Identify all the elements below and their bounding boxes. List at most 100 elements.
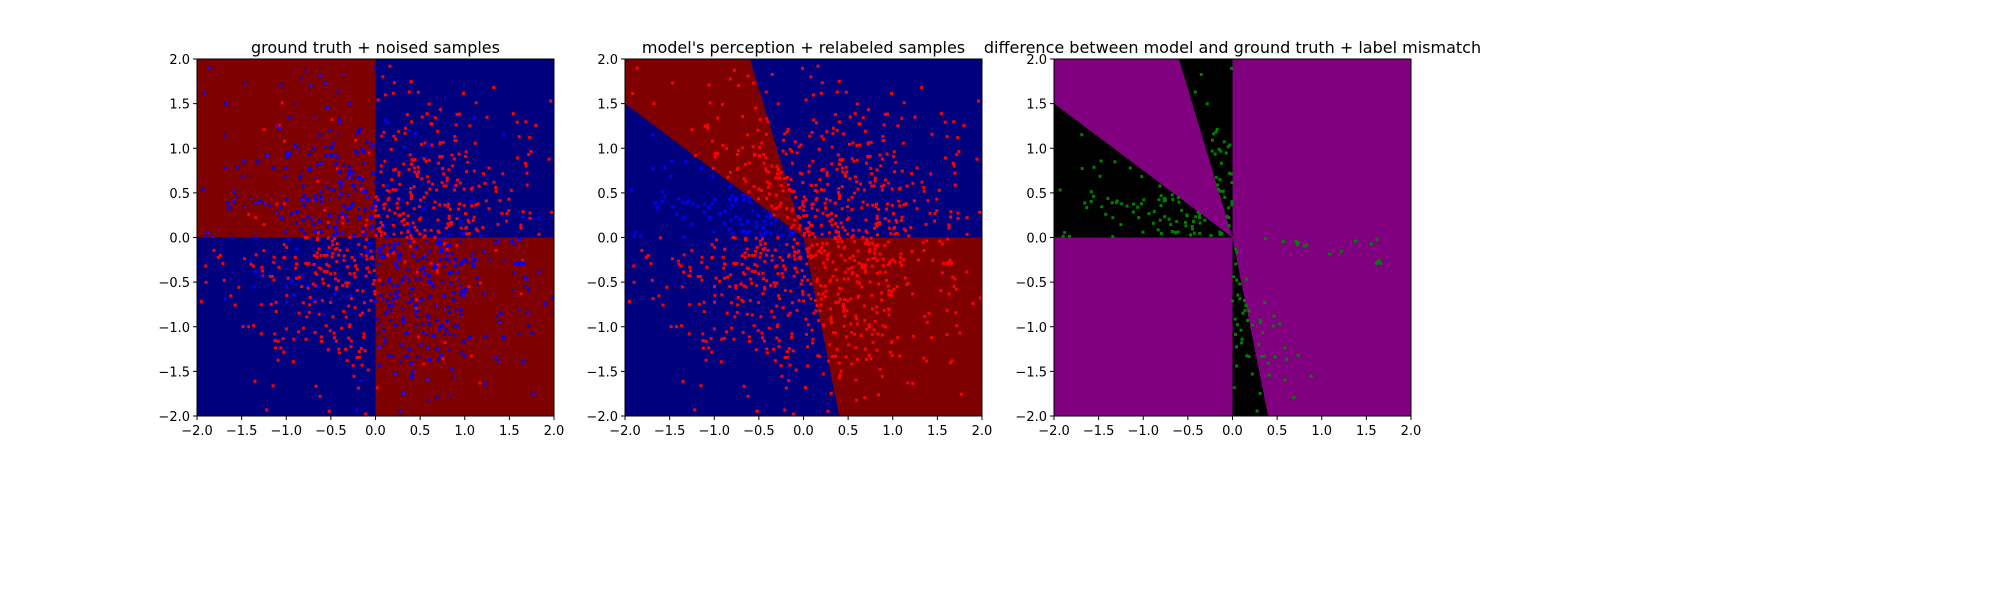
- sample-point: [830, 162, 834, 166]
- decision-region: [1232, 237, 1269, 416]
- sample-point: [1163, 215, 1167, 219]
- sample-point: [494, 185, 498, 189]
- sample-point: [947, 292, 951, 296]
- sample-point: [965, 216, 969, 220]
- sample-point: [313, 193, 317, 197]
- sample-point: [807, 246, 811, 250]
- sample-point: [260, 265, 264, 269]
- sample-point: [872, 328, 876, 332]
- sample-point: [953, 183, 957, 187]
- sample-point: [471, 252, 475, 256]
- sample-point: [700, 278, 704, 282]
- sample-point: [280, 101, 284, 105]
- sample-point: [839, 369, 843, 373]
- sample-point: [419, 142, 423, 146]
- sample-point: [741, 330, 745, 334]
- sample-point: [381, 297, 385, 301]
- sample-point: [696, 275, 700, 279]
- sample-point: [510, 239, 514, 243]
- sample-point: [447, 168, 451, 172]
- sample-point: [502, 132, 506, 136]
- sample-point: [893, 260, 897, 264]
- sample-point: [455, 243, 459, 247]
- sample-point: [752, 81, 756, 85]
- sample-point: [452, 298, 456, 302]
- sample-point: [743, 255, 747, 259]
- sample-point: [378, 278, 382, 282]
- sample-point: [758, 239, 762, 243]
- sample-point: [723, 210, 727, 214]
- sample-point: [922, 189, 926, 193]
- sample-point: [824, 289, 828, 293]
- sample-point: [743, 251, 747, 255]
- sample-point: [753, 270, 757, 274]
- sample-point: [389, 319, 393, 323]
- sample-point: [228, 206, 232, 210]
- sample-point: [1241, 311, 1245, 315]
- sample-point: [317, 133, 321, 137]
- sample-point: [336, 156, 340, 160]
- sample-point: [836, 191, 840, 195]
- sample-point: [867, 325, 871, 329]
- sample-point: [292, 102, 296, 106]
- sample-point: [273, 332, 277, 336]
- sample-point: [829, 211, 833, 215]
- sample-point: [793, 218, 797, 222]
- sample-point: [631, 91, 635, 95]
- sample-point: [353, 149, 357, 153]
- sample-point: [376, 98, 380, 102]
- sample-point: [426, 346, 430, 350]
- sample-point: [776, 272, 780, 276]
- x-tick-label: −1.5: [654, 424, 686, 439]
- sample-point: [929, 336, 933, 340]
- sample-point: [431, 182, 435, 186]
- sample-point: [1227, 206, 1231, 210]
- sample-point: [954, 311, 958, 315]
- sample-point: [392, 232, 396, 236]
- sample-point: [792, 412, 796, 416]
- sample-point: [922, 356, 926, 360]
- y-tick-label: −2.0: [586, 410, 618, 425]
- sample-point: [865, 327, 869, 331]
- sample-point: [382, 244, 386, 248]
- sample-point: [830, 355, 834, 359]
- sample-point: [349, 293, 353, 297]
- sample-point: [331, 251, 335, 255]
- sample-point: [741, 271, 745, 275]
- sample-point: [398, 409, 402, 413]
- sample-point: [379, 221, 383, 225]
- sample-point: [887, 289, 891, 293]
- sample-point: [382, 130, 386, 134]
- sample-point: [432, 206, 436, 210]
- sample-point: [425, 191, 429, 195]
- sample-point: [379, 246, 383, 250]
- sample-point: [839, 287, 843, 291]
- sample-point: [851, 234, 855, 238]
- sample-point: [332, 141, 336, 145]
- sample-point: [498, 199, 502, 203]
- sample-point: [1296, 243, 1300, 247]
- sample-point: [429, 228, 433, 232]
- sample-point: [842, 277, 846, 281]
- sample-point: [868, 280, 872, 284]
- subplot-title: difference between model and ground trut…: [984, 38, 1481, 57]
- sample-point: [701, 346, 705, 350]
- sample-point: [791, 207, 795, 211]
- sample-point: [507, 197, 511, 201]
- sample-point: [788, 147, 792, 151]
- sample-point: [1283, 378, 1287, 382]
- sample-point: [420, 115, 424, 119]
- sample-point: [447, 233, 451, 237]
- sample-point: [761, 277, 765, 281]
- sample-point: [808, 134, 812, 138]
- sample-point: [503, 258, 507, 262]
- sample-point: [913, 115, 917, 119]
- sample-point: [223, 166, 227, 170]
- sample-point: [779, 364, 783, 368]
- sample-point: [791, 231, 795, 235]
- sample-point: [1099, 159, 1103, 163]
- decision-region: [803, 237, 982, 416]
- sample-point: [262, 128, 266, 132]
- sample-point: [417, 217, 421, 221]
- sample-point: [931, 258, 935, 262]
